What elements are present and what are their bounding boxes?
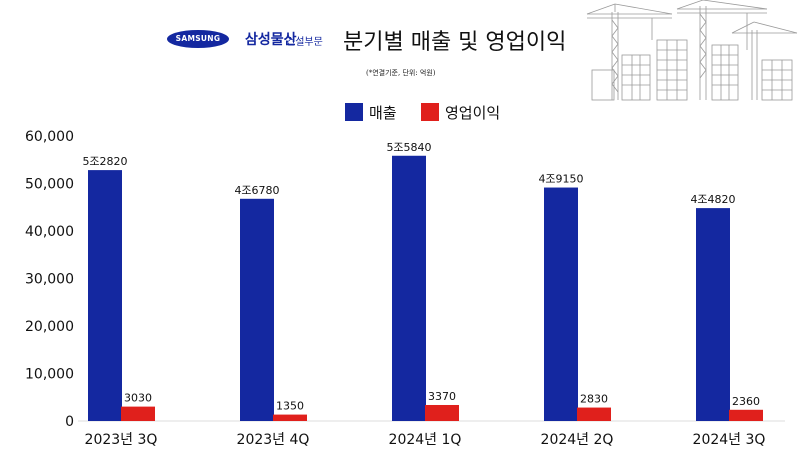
x-tick-label: 2023년 4Q [237, 432, 310, 448]
bar-operating-profit [577, 407, 611, 421]
data-label-operating-profit: 2830 [580, 393, 608, 406]
chart-subtitle: (*연결기준, 단위: 억원) [366, 69, 436, 77]
x-tick-label: 2024년 3Q [693, 432, 766, 448]
bars-group: 5조2820 3030 4조6780 1350 5조5840 3370 4조9150 2830… [82, 141, 763, 421]
data-label-operating-profit: 2360 [732, 395, 760, 408]
bar-revenue [88, 170, 122, 421]
x-tick-label: 2024년 1Q [389, 432, 462, 448]
legend-swatch-operating-profit [421, 103, 439, 121]
legend-label-operating-profit: 영업이익 [445, 104, 501, 122]
brand-division: 건설부문 [286, 37, 323, 48]
brand-name: 삼성물산 [245, 32, 297, 48]
chart-header: SAMSUNG 삼성물산 건설부문 분기별 매출 및 영업이익 (*연결기준, … [0, 0, 800, 101]
data-label-operating-profit: 3370 [428, 390, 456, 403]
bar-revenue [544, 187, 578, 421]
bar-operating-profit [273, 414, 307, 421]
x-tick-label: 2024년 2Q [541, 432, 614, 448]
y-tick-label: 0 [65, 414, 74, 430]
legend-label-revenue: 매출 [369, 104, 397, 122]
x-axis: 2023년 3Q 2023년 4Q 2024년 1Q 2024년 2Q 2024년 3Q [85, 432, 766, 448]
data-label-revenue: 4조4820 [690, 193, 735, 206]
bar-operating-profit [729, 409, 763, 421]
data-label-revenue: 5조5840 [386, 141, 431, 154]
y-tick-label: 60,000 [25, 129, 74, 145]
data-label-operating-profit: 1350 [276, 400, 304, 413]
legend-swatch-revenue [345, 103, 363, 121]
chart-title: 분기별 매출 및 영업이익 [343, 30, 567, 55]
y-tick-label: 20,000 [25, 319, 74, 335]
y-axis: 0 10,000 20,000 30,000 40,000 50,000 60,000 [25, 129, 74, 430]
data-label-revenue: 4조9150 [538, 173, 583, 186]
bar-revenue [696, 208, 730, 421]
y-tick-label: 10,000 [25, 367, 74, 383]
x-tick-label: 2023년 3Q [85, 432, 158, 448]
construction-cranes-illustration [586, 0, 798, 101]
data-label-revenue: 5조2820 [82, 155, 127, 168]
y-tick-label: 50,000 [25, 177, 74, 193]
y-tick-label: 40,000 [25, 224, 74, 240]
bar-revenue [240, 198, 274, 421]
data-label-operating-profit: 3030 [124, 392, 152, 405]
bar-operating-profit [425, 404, 459, 421]
data-label-revenue: 4조6780 [234, 184, 279, 197]
samsung-logo: SAMSUNG [167, 30, 229, 48]
bar-operating-profit [121, 406, 155, 421]
y-tick-label: 30,000 [25, 272, 74, 288]
bar-revenue [392, 155, 426, 421]
